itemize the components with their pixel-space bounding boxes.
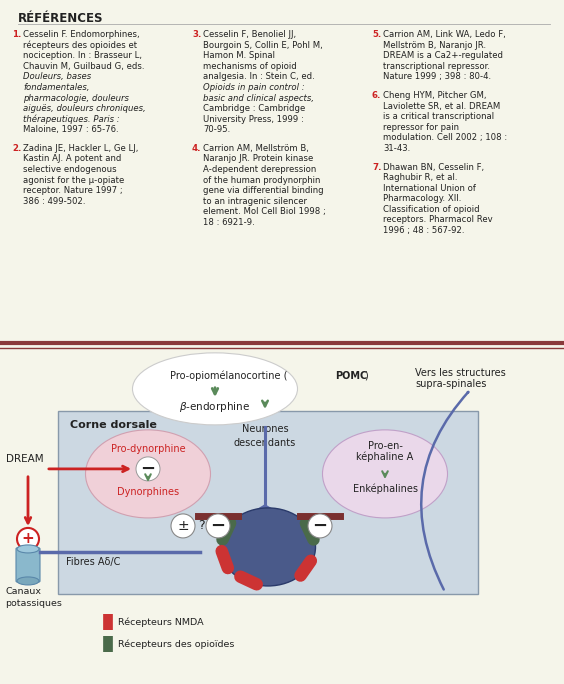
Text: −: − [140, 460, 156, 478]
Text: 2.: 2. [12, 144, 21, 153]
Text: +: + [21, 531, 34, 547]
Text: nociception. In : Brasseur L,: nociception. In : Brasseur L, [23, 51, 142, 60]
Text: Dynorphines: Dynorphines [117, 487, 179, 497]
Text: aiguës, douleurs chroniques,: aiguës, douleurs chroniques, [23, 104, 146, 113]
Text: Hamon M. Spinal: Hamon M. Spinal [203, 51, 275, 60]
Text: transcriptional repressor.: transcriptional repressor. [383, 62, 490, 71]
Text: Opioids in pain control :: Opioids in pain control : [203, 83, 305, 92]
Circle shape [17, 528, 39, 550]
Text: of the human prodynorphin: of the human prodynorphin [203, 176, 320, 185]
Text: Pro-en-: Pro-en- [368, 441, 403, 451]
Text: Canaux
potassiques: Canaux potassiques [5, 587, 62, 608]
Circle shape [171, 514, 195, 538]
Text: 386 : 499-502.: 386 : 499-502. [23, 197, 86, 206]
Ellipse shape [86, 430, 210, 518]
Text: Bourgoin S, Collin E, Pohl M,: Bourgoin S, Collin E, Pohl M, [203, 41, 323, 50]
Text: receptors. Pharmacol Rev: receptors. Pharmacol Rev [383, 215, 492, 224]
Circle shape [206, 514, 230, 538]
FancyArrowPatch shape [421, 392, 468, 590]
Text: 70-95.: 70-95. [203, 125, 230, 134]
Text: Cambridge : Cambridge: Cambridge : Cambridge [203, 104, 305, 113]
Text: Récepteurs NMDA: Récepteurs NMDA [118, 617, 204, 627]
Text: 1.: 1. [12, 30, 21, 39]
Text: 6.: 6. [372, 91, 381, 100]
Text: POMC: POMC [335, 371, 367, 381]
Text: Récepteurs des opioïdes: Récepteurs des opioïdes [118, 640, 235, 648]
Text: selective endogenous: selective endogenous [23, 165, 117, 174]
Text: Nature 1999 ; 398 : 80-4.: Nature 1999 ; 398 : 80-4. [383, 73, 491, 81]
Text: Carrion AM, Mellström B,: Carrion AM, Mellström B, [203, 144, 309, 153]
Text: Mellström B, Naranjo JR.: Mellström B, Naranjo JR. [383, 41, 486, 50]
Text: Cesselin F, Benoliel JJ,: Cesselin F, Benoliel JJ, [203, 30, 296, 39]
Text: −: − [210, 517, 226, 535]
Text: $\beta$-endorphine: $\beta$-endorphine [179, 400, 250, 414]
Text: receptor. Nature 1997 ;: receptor. Nature 1997 ; [23, 186, 122, 195]
Text: thérapeutiques. Paris :: thérapeutiques. Paris : [23, 115, 120, 124]
FancyBboxPatch shape [58, 411, 478, 594]
Text: University Press, 1999 :: University Press, 1999 : [203, 115, 304, 124]
Ellipse shape [133, 353, 297, 425]
Text: modulation. Cell 2002 ; 108 :: modulation. Cell 2002 ; 108 : [383, 133, 507, 142]
Text: is a critical transcriptional: is a critical transcriptional [383, 112, 494, 121]
Text: RÉFÉRENCES: RÉFÉRENCES [18, 12, 104, 25]
Text: Pharmacology. XII.: Pharmacology. XII. [383, 194, 461, 203]
Text: DREAM: DREAM [6, 454, 43, 464]
Text: Fibres Aδ/C: Fibres Aδ/C [66, 557, 120, 567]
Text: Enképhalines: Enképhalines [352, 484, 417, 494]
Text: 7.: 7. [372, 163, 381, 172]
Text: ?: ? [198, 519, 204, 532]
Text: Pro-dynorphine: Pro-dynorphine [111, 444, 186, 454]
Text: Vers les structures: Vers les structures [415, 368, 506, 378]
Text: ): ) [364, 371, 368, 381]
Ellipse shape [17, 545, 39, 553]
Text: to an intragenic silencer: to an intragenic silencer [203, 197, 307, 206]
Text: 3.: 3. [192, 30, 201, 39]
Text: 1996 ; 48 : 567-92.: 1996 ; 48 : 567-92. [383, 226, 465, 235]
Text: International Union of: International Union of [383, 184, 476, 193]
Text: mechanisms of opioid: mechanisms of opioid [203, 62, 297, 71]
Circle shape [136, 457, 160, 481]
Text: récepteurs des opioides et: récepteurs des opioides et [23, 41, 137, 50]
Text: A-dependent derepression: A-dependent derepression [203, 165, 316, 174]
Text: Maloine, 1997 : 65-76.: Maloine, 1997 : 65-76. [23, 125, 118, 134]
Text: −: − [312, 517, 328, 535]
Text: analgesia. In : Stein C, ed.: analgesia. In : Stein C, ed. [203, 73, 315, 81]
Text: Cheng HYM, Pitcher GM,: Cheng HYM, Pitcher GM, [383, 91, 487, 100]
Circle shape [308, 514, 332, 538]
Text: agonist for the μ-opiate: agonist for the μ-opiate [23, 176, 124, 185]
Text: ±: ± [177, 519, 189, 533]
FancyBboxPatch shape [16, 548, 40, 582]
Text: DREAM is a Ca2+-regulated: DREAM is a Ca2+-regulated [383, 51, 503, 60]
Text: 18 : 6921-9.: 18 : 6921-9. [203, 218, 255, 227]
Text: Corne dorsale: Corne dorsale [70, 420, 157, 430]
Text: 4.: 4. [192, 144, 201, 153]
Text: repressor for pain: repressor for pain [383, 123, 459, 132]
Text: Chauvin M, Guilbaud G, eds.: Chauvin M, Guilbaud G, eds. [23, 62, 144, 71]
Text: Laviolette SR, et al. DREAM: Laviolette SR, et al. DREAM [383, 102, 500, 111]
Text: Neurones
descendants: Neurones descendants [234, 424, 296, 448]
Text: 31-43.: 31-43. [383, 144, 410, 153]
Ellipse shape [323, 430, 447, 518]
Text: fondamentales,: fondamentales, [23, 83, 90, 92]
Text: képhaline A: képhaline A [356, 451, 413, 462]
Text: Pro-opiomélanocortine (: Pro-opiomélanocortine ( [170, 371, 288, 381]
Text: Dhawan BN, Cesselin F,: Dhawan BN, Cesselin F, [383, 163, 484, 172]
Text: 5.: 5. [372, 30, 381, 39]
Text: gene via differential binding: gene via differential binding [203, 186, 324, 195]
Text: supra-spinales: supra-spinales [415, 379, 486, 389]
Text: Raghubir R, et al.: Raghubir R, et al. [383, 173, 457, 182]
Text: element. Mol Cell Biol 1998 ;: element. Mol Cell Biol 1998 ; [203, 207, 326, 216]
Text: Kastin AJ. A potent and: Kastin AJ. A potent and [23, 155, 121, 163]
Text: Zadina JE, Hackler L, Ge LJ,: Zadina JE, Hackler L, Ge LJ, [23, 144, 138, 153]
Text: Cesselin F. Endomorphines,: Cesselin F. Endomorphines, [23, 30, 140, 39]
Text: pharmacologie, douleurs: pharmacologie, douleurs [23, 94, 129, 103]
Ellipse shape [17, 577, 39, 585]
Text: Naranjo JR. Protein kinase: Naranjo JR. Protein kinase [203, 155, 313, 163]
Text: basic and clinical aspects,: basic and clinical aspects, [203, 94, 314, 103]
Text: Carrion AM, Link WA, Ledo F,: Carrion AM, Link WA, Ledo F, [383, 30, 506, 39]
Text: Douleurs, bases: Douleurs, bases [23, 73, 91, 81]
Ellipse shape [221, 508, 315, 586]
Text: Classification of opioid: Classification of opioid [383, 205, 479, 214]
